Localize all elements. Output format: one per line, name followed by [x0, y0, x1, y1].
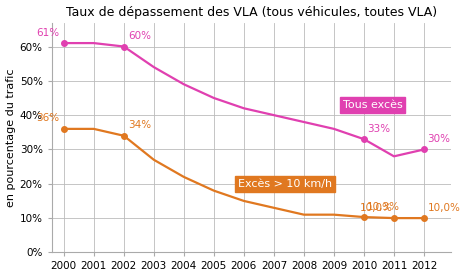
Text: Excès > 10 km/h: Excès > 10 km/h	[238, 179, 332, 189]
Text: 61%: 61%	[37, 27, 60, 38]
Title: Taux de dépassement des VLA (tous véhicules, toutes VLA): Taux de dépassement des VLA (tous véhicu…	[66, 6, 437, 19]
Text: 60%: 60%	[128, 31, 151, 41]
Y-axis label: en pourcentage du trafic: en pourcentage du trafic	[6, 68, 15, 207]
Text: Tous excès: Tous excès	[343, 100, 403, 110]
Text: 34%: 34%	[128, 120, 151, 130]
Text: 33%: 33%	[367, 124, 390, 134]
Text: 10,3%: 10,3%	[367, 201, 400, 212]
Text: 30%: 30%	[427, 134, 450, 144]
Text: 36%: 36%	[37, 113, 60, 123]
Text: 10,0%: 10,0%	[360, 202, 393, 212]
Text: 10,0%: 10,0%	[428, 202, 461, 212]
